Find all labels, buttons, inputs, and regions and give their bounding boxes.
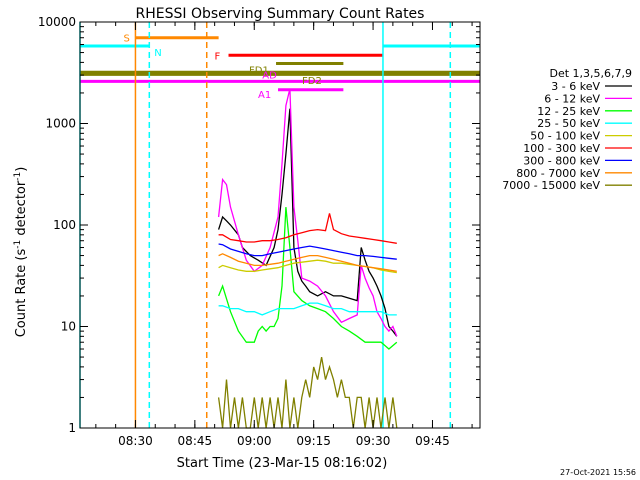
y-axis-ticks: 1 10 100 1000 10000 [38,15,480,435]
y-tick-label-0: 1 [68,421,76,435]
x-axis-ticks: 08:30 08:45 09:00 09:15 09:30 09:45 [95,22,473,448]
x-tick-label-1: 08:45 [178,434,213,448]
legend-title: Det 1,3,5,6,7,9 [549,67,632,80]
y-tick-label-4: 10000 [38,15,76,29]
series-line-0 [217,108,398,337]
state-label-AD: AD [262,70,277,81]
observing-state-bars: S N F FD1 FD2 AD A1 [80,34,480,101]
y-axis-label-part2: detector [14,180,29,240]
legend-label-8: 7000 - 15000 keV [502,179,600,192]
legend-label-1: 6 - 12 keV [544,92,600,105]
plot-frame [79,21,481,429]
legend-label-5: 100 - 300 keV [523,142,600,155]
x-tick-label-2: 09:00 [237,434,272,448]
y-axis-label-part1: Count Rate (s [14,249,29,338]
series-line-3 [218,302,397,316]
legend-label-0: 3 - 6 keV [551,80,600,93]
x-tick-label-0: 08:30 [118,434,153,448]
x-tick-label-4: 09:30 [356,434,391,448]
series-line-1 [217,88,398,337]
legend-label-7: 800 - 7000 keV [516,167,600,180]
series-line-6 [218,243,397,260]
state-label-FD2: FD2 [302,76,322,87]
x-axis-label: Start Time (23-Mar-15 08:16:02) [177,456,388,471]
state-label-F: F [215,51,221,62]
series-line-8 [217,356,398,429]
legend-label-3: 25 - 50 keV [537,117,600,130]
legend-label-2: 12 - 25 keV [537,105,600,118]
state-label-FD1: FD1 [249,66,269,77]
chart-title: RHESSI Observing Summary Count Rates [136,6,425,22]
y-axis-label-sup2: -1 [13,172,23,181]
y-tick-label-3: 1000 [45,117,76,131]
footer-timestamp: 27-Oct-2021 15:56 [560,468,636,477]
state-label-A1: A1 [258,90,271,101]
y-axis-label: Count Rate (s-1 detector-1) [13,167,29,338]
series-line-7 [218,253,397,272]
state-label-S: S [123,34,129,45]
series-line-5 [218,213,397,244]
series-line-2 [217,207,398,350]
y-tick-label-1: 10 [61,320,76,334]
observing-state-vlines [79,22,452,428]
series-line-4 [218,259,397,274]
legend-label-4: 50 - 100 keV [530,130,600,143]
legend-label-6: 300 - 800 keV [523,154,600,167]
x-tick-label-5: 09:45 [415,434,450,448]
x-tick-label-3: 09:15 [296,434,331,448]
series-lines [217,88,398,429]
state-label-N: N [154,48,161,59]
y-axis-label-part3: ) [14,167,29,172]
y-tick-label-2: 100 [53,218,76,232]
y-axis-label-sup1: -1 [13,240,23,249]
